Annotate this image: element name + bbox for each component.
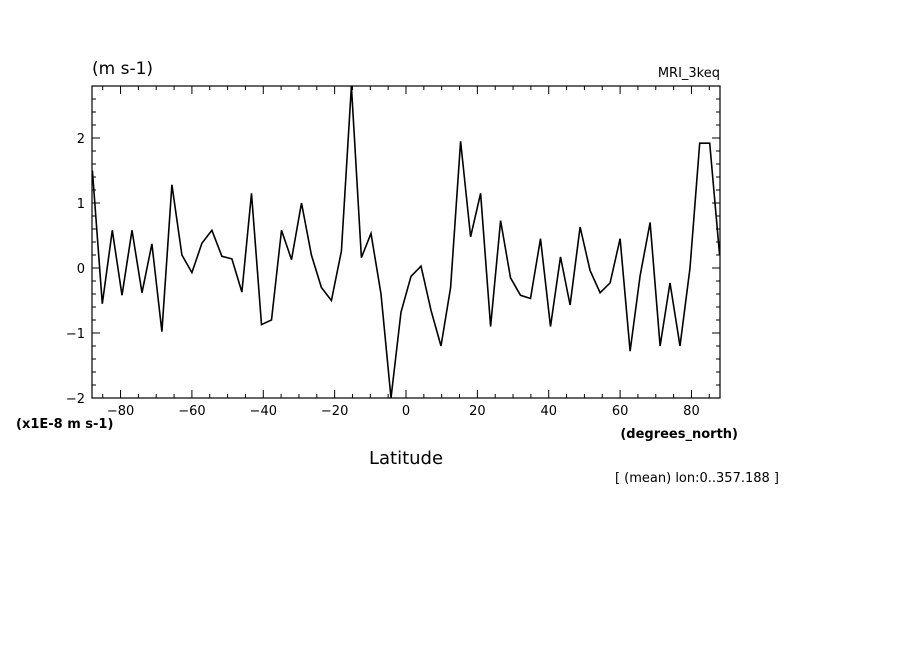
x-tick-label: 0	[402, 404, 410, 419]
x-tick-label: −80	[107, 404, 134, 419]
axis-ticks	[92, 86, 720, 399]
x-tick-label: 60	[612, 404, 629, 419]
model-label: MRI_3keq	[658, 66, 720, 81]
x-tick-label: −20	[321, 404, 348, 419]
y-tick-label: −2	[66, 392, 85, 407]
y-tick-labels: −2 −1 0 1 2	[66, 132, 85, 407]
y-tick-label: −1	[66, 327, 85, 342]
plot-frame	[91, 85, 721, 399]
chart-title: (m s-1)	[92, 59, 153, 79]
x-tick-label: 80	[683, 404, 700, 419]
annotation-text: [ (mean) lon:0..357.188 ]	[615, 471, 779, 486]
x-tick-label: −40	[250, 404, 277, 419]
y-tick-label: 2	[77, 132, 85, 147]
x-tick-label: 40	[540, 404, 557, 419]
x-tick-labels: −80 −60 −40 −20 0 20 40 60 80	[107, 404, 700, 419]
y-tick-label: 0	[77, 262, 85, 277]
y-multiplier-label: (x1E-8 m s-1)	[16, 417, 113, 432]
series-line	[91, 85, 721, 399]
x-axis-label: Latitude	[369, 448, 443, 469]
y-tick-label: 1	[77, 197, 85, 212]
x-tick-label: −60	[178, 404, 205, 419]
x-tick-label: 20	[469, 404, 486, 419]
x-units-label: (degrees_north)	[620, 427, 738, 442]
